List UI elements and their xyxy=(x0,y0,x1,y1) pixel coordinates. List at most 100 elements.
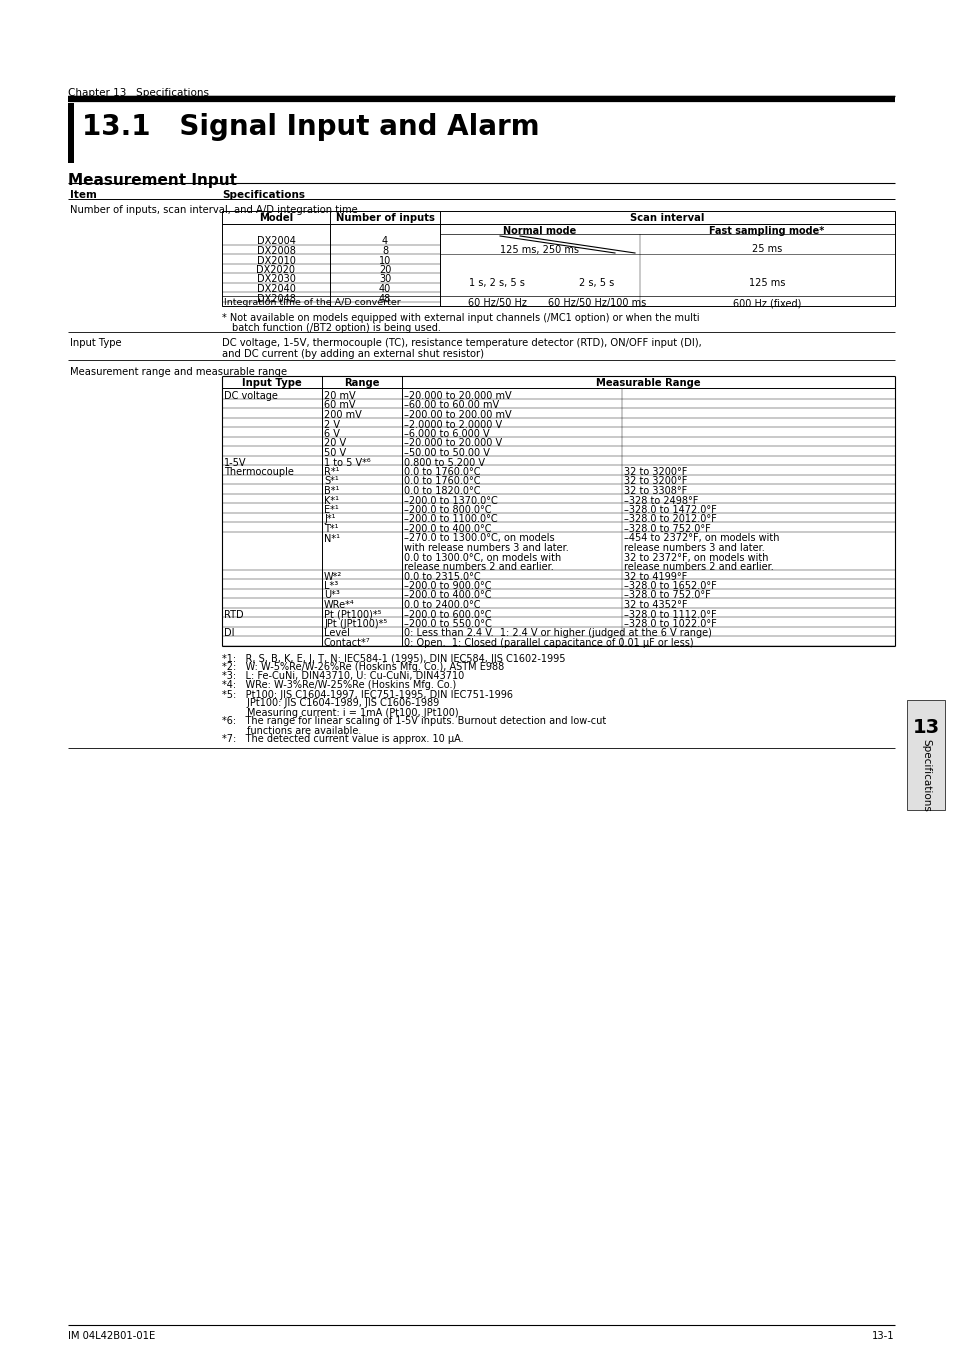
Text: 32 to 4199°F: 32 to 4199°F xyxy=(623,571,686,582)
Bar xyxy=(68,103,74,163)
Text: Normal mode: Normal mode xyxy=(503,225,576,236)
Text: 60 mV: 60 mV xyxy=(324,401,355,410)
Text: –2.0000 to 2.0000 V: –2.0000 to 2.0000 V xyxy=(403,420,501,429)
Text: Thermocouple: Thermocouple xyxy=(224,467,294,477)
Text: 13: 13 xyxy=(911,718,939,737)
Text: 0.0 to 1300.0°C, on models with: 0.0 to 1300.0°C, on models with xyxy=(403,552,560,563)
Text: 50 V: 50 V xyxy=(324,448,346,458)
Text: –454 to 2372°F, on models with: –454 to 2372°F, on models with xyxy=(623,533,779,544)
Text: DX2004: DX2004 xyxy=(256,236,295,247)
Text: 30: 30 xyxy=(378,274,391,285)
Text: Fast sampling mode*: Fast sampling mode* xyxy=(709,225,823,236)
Text: *7:   The detected current value is approx. 10 μA.: *7: The detected current value is approx… xyxy=(222,734,463,744)
Text: 25 ms: 25 ms xyxy=(751,244,781,255)
Text: 32 to 4352°F: 32 to 4352°F xyxy=(623,599,687,610)
Text: –200.0 to 550.0°C: –200.0 to 550.0°C xyxy=(403,620,491,629)
Text: –200.0 to 600.0°C: –200.0 to 600.0°C xyxy=(403,609,491,620)
Text: *2:   W: W-5%Re/W-26%Re (Hoskins Mfg. Co.), ASTM E988: *2: W: W-5%Re/W-26%Re (Hoskins Mfg. Co.)… xyxy=(222,663,504,672)
Text: –328.0 to 752.0°F: –328.0 to 752.0°F xyxy=(623,590,710,601)
Text: *1:   R, S, B, K, E, J, T, N: IEC584-1 (1995), DIN IEC584, JIS C1602-1995: *1: R, S, B, K, E, J, T, N: IEC584-1 (19… xyxy=(222,653,565,663)
Text: –328.0 to 1022.0°F: –328.0 to 1022.0°F xyxy=(623,620,716,629)
Text: –20.000 to 20.000 V: –20.000 to 20.000 V xyxy=(403,439,501,448)
Text: with release numbers 3 and later.: with release numbers 3 and later. xyxy=(403,543,568,554)
Text: –50.00 to 50.00 V: –50.00 to 50.00 V xyxy=(403,448,489,458)
Text: 1 s, 2 s, 5 s: 1 s, 2 s, 5 s xyxy=(469,278,524,288)
Bar xyxy=(906,701,944,810)
Text: release numbers 2 and earlier.: release numbers 2 and earlier. xyxy=(623,562,773,572)
Text: 125 ms: 125 ms xyxy=(748,278,784,288)
Text: 32 to 2372°F, on models with: 32 to 2372°F, on models with xyxy=(623,552,768,563)
Text: –200.00 to 200.00 mV: –200.00 to 200.00 mV xyxy=(403,410,511,420)
Text: JPt (JPt100)*⁵: JPt (JPt100)*⁵ xyxy=(324,620,387,629)
Text: –200.0 to 900.0°C: –200.0 to 900.0°C xyxy=(403,580,491,591)
Text: 20 V: 20 V xyxy=(324,439,346,448)
Text: and DC current (by adding an external shut resistor): and DC current (by adding an external sh… xyxy=(222,350,483,359)
Text: Model: Model xyxy=(258,213,293,223)
Text: 2 s, 5 s: 2 s, 5 s xyxy=(578,278,614,288)
Text: 6 V: 6 V xyxy=(324,429,339,439)
Text: –328.0 to 1652.0°F: –328.0 to 1652.0°F xyxy=(623,580,716,591)
Text: 20: 20 xyxy=(378,265,391,275)
Text: Chapter 13   Specifications: Chapter 13 Specifications xyxy=(68,88,209,99)
Text: 125 ms, 250 ms: 125 ms, 250 ms xyxy=(500,244,578,255)
Text: DX2008: DX2008 xyxy=(256,246,295,256)
Text: *3:   L: Fe-CuNi, DIN43710, U: Cu-CuNi, DIN43710: *3: L: Fe-CuNi, DIN43710, U: Cu-CuNi, DI… xyxy=(222,671,464,682)
Text: 600 Hz (fixed): 600 Hz (fixed) xyxy=(732,298,801,308)
Text: Level: Level xyxy=(324,629,350,639)
Text: *5:   Pt100: JIS C1604-1997, IEC751-1995, DIN IEC751-1996: *5: Pt100: JIS C1604-1997, IEC751-1995, … xyxy=(222,690,513,699)
Text: release numbers 2 and earlier.: release numbers 2 and earlier. xyxy=(403,562,553,572)
Text: release numbers 3 and later.: release numbers 3 and later. xyxy=(623,543,764,554)
Text: DX2048: DX2048 xyxy=(256,293,295,304)
Text: WRe*⁴: WRe*⁴ xyxy=(324,599,355,610)
Text: 0.0 to 1820.0°C: 0.0 to 1820.0°C xyxy=(403,486,480,495)
Text: 20 mV: 20 mV xyxy=(324,392,355,401)
Text: –328.0 to 2012.0°F: –328.0 to 2012.0°F xyxy=(623,514,716,525)
Text: 1 to 5 V*⁶: 1 to 5 V*⁶ xyxy=(324,458,371,467)
Text: 13.1   Signal Input and Alarm: 13.1 Signal Input and Alarm xyxy=(82,113,539,140)
Text: –200.0 to 1370.0°C: –200.0 to 1370.0°C xyxy=(403,495,497,505)
Text: 10: 10 xyxy=(378,255,391,266)
Text: –200.0 to 800.0°C: –200.0 to 800.0°C xyxy=(403,505,491,514)
Text: batch function (/BT2 option) is being used.: batch function (/BT2 option) is being us… xyxy=(232,323,440,333)
Text: 1-5V: 1-5V xyxy=(224,458,246,467)
Text: 0: Less than 2.4 V.  1: 2.4 V or higher (judged at the 6 V range): 0: Less than 2.4 V. 1: 2.4 V or higher (… xyxy=(403,629,711,639)
Text: Specifications: Specifications xyxy=(920,738,930,811)
Text: functions are available.: functions are available. xyxy=(222,725,361,736)
Text: IM 04L42B01-01E: IM 04L42B01-01E xyxy=(68,1331,155,1341)
Text: Input Type: Input Type xyxy=(70,338,121,348)
Text: 32 to 3200°F: 32 to 3200°F xyxy=(623,467,687,477)
Text: 2 V: 2 V xyxy=(324,420,339,429)
Text: DX2030: DX2030 xyxy=(256,274,295,285)
Text: R*¹: R*¹ xyxy=(324,467,339,477)
Text: –328 to 2498°F: –328 to 2498°F xyxy=(623,495,698,505)
Text: –60.00 to 60.00 mV: –60.00 to 60.00 mV xyxy=(403,401,498,410)
Text: DX2010: DX2010 xyxy=(256,255,295,266)
Text: N*¹: N*¹ xyxy=(324,533,339,544)
Text: Measurement Input: Measurement Input xyxy=(68,173,236,188)
Text: –6.000 to 6.000 V: –6.000 to 6.000 V xyxy=(403,429,489,439)
Text: 32 to 3200°F: 32 to 3200°F xyxy=(623,477,687,486)
Text: B*¹: B*¹ xyxy=(324,486,339,495)
Text: DX2020: DX2020 xyxy=(256,265,295,275)
Text: E*¹: E*¹ xyxy=(324,505,338,514)
Text: 4: 4 xyxy=(381,236,388,247)
Text: –270.0 to 1300.0°C, on models: –270.0 to 1300.0°C, on models xyxy=(403,533,554,544)
Text: Item: Item xyxy=(70,190,97,200)
Text: 0.0 to 1760.0°C: 0.0 to 1760.0°C xyxy=(403,477,480,486)
Text: –328.0 to 752.0°F: –328.0 to 752.0°F xyxy=(623,524,710,535)
Text: Specifications: Specifications xyxy=(222,190,305,200)
Text: 60 Hz/50 Hz: 60 Hz/50 Hz xyxy=(467,298,526,308)
Text: DX2040: DX2040 xyxy=(256,284,295,294)
Text: 0.800 to 5.200 V: 0.800 to 5.200 V xyxy=(403,458,484,467)
Text: 32 to 3308°F: 32 to 3308°F xyxy=(623,486,686,495)
Text: –328.0 to 1472.0°F: –328.0 to 1472.0°F xyxy=(623,505,716,514)
Text: Measuring current: i = 1mA (Pt100, JPt100): Measuring current: i = 1mA (Pt100, JPt10… xyxy=(222,707,458,717)
Text: Number of inputs: Number of inputs xyxy=(335,213,434,223)
Text: J*¹: J*¹ xyxy=(324,514,335,525)
Text: W*²: W*² xyxy=(324,571,342,582)
Text: Range: Range xyxy=(344,378,379,387)
Text: *4:   WRe: W-3%Re/W-25%Re (Hoskins Mfg. Co.): *4: WRe: W-3%Re/W-25%Re (Hoskins Mfg. Co… xyxy=(222,680,456,690)
Text: Integration time of the A/D converter: Integration time of the A/D converter xyxy=(224,298,400,306)
Text: Scan interval: Scan interval xyxy=(629,213,703,223)
Text: –200.0 to 400.0°C: –200.0 to 400.0°C xyxy=(403,590,491,601)
